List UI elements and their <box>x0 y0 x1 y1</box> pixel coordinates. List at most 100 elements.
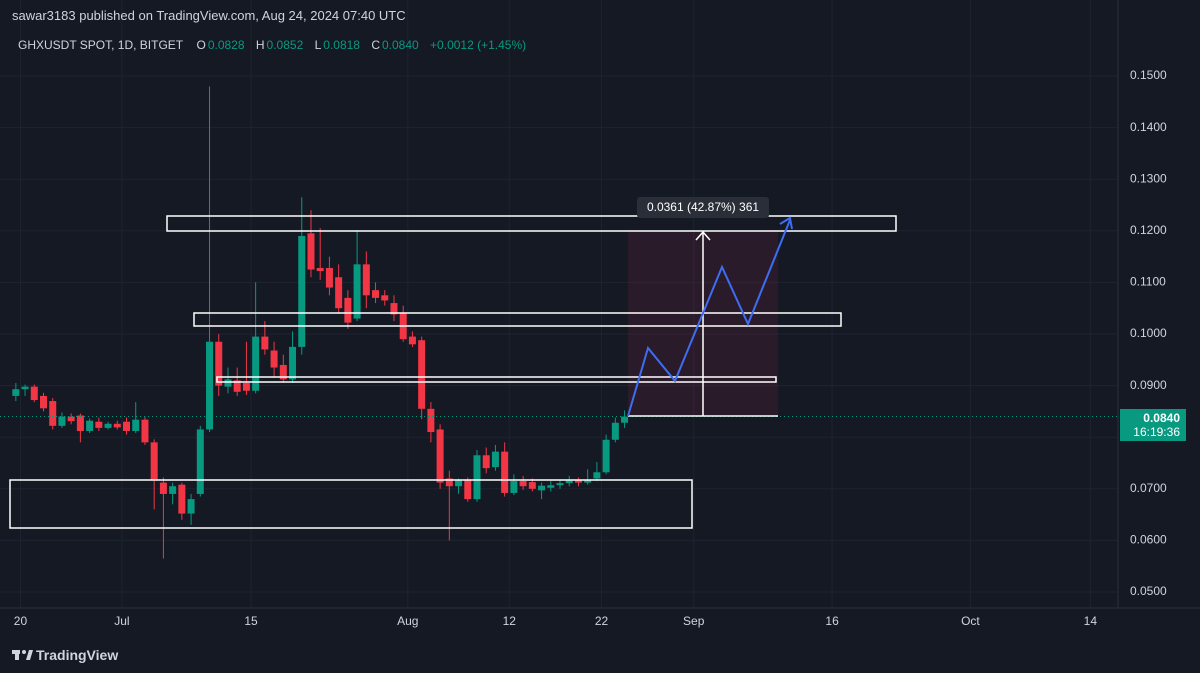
candle-body <box>86 420 94 432</box>
price-label: 0.0840 16:19:36 <box>1120 409 1186 441</box>
candle-body <box>21 386 29 390</box>
candle-body <box>362 264 370 296</box>
candle-body <box>611 422 619 440</box>
candle-body <box>104 423 112 428</box>
candle-body <box>113 423 121 428</box>
zone <box>9 479 693 529</box>
tv-logo <box>12 650 33 660</box>
candle-body <box>621 416 629 423</box>
projection-path <box>627 219 791 417</box>
symbol: GHXUSDT SPOT, 1D, BITGET <box>18 38 184 52</box>
candle-body <box>593 472 601 479</box>
candle-body <box>418 340 426 409</box>
candle-body <box>298 235 306 347</box>
y-tick-label: 0.0600 <box>1130 533 1167 547</box>
measure-label-box <box>637 197 769 218</box>
candle-body <box>528 482 536 489</box>
ohlc-legend: GHXUSDT SPOT, 1D, BITGET O 0.0828 H 0.0852… <box>18 38 534 52</box>
y-tick-label: 0.1000 <box>1130 326 1167 340</box>
y-tick-label: 0.0700 <box>1130 481 1167 495</box>
candle-body <box>196 429 204 494</box>
candle-body <box>316 267 324 272</box>
measure-arrowhead <box>695 230 711 241</box>
legend-key: O <box>196 38 206 52</box>
candle-body <box>270 350 278 368</box>
legend-key: C <box>371 38 380 52</box>
candle-body <box>538 485 546 491</box>
change: +0.0012 (+1.45%) <box>430 38 527 52</box>
candle-body <box>242 383 250 391</box>
candle-body <box>49 401 57 426</box>
candle-body <box>510 481 518 493</box>
x-tick-label: Jul <box>114 614 129 628</box>
candles <box>0 86 1118 559</box>
candle-body <box>169 486 177 494</box>
zone <box>166 215 897 232</box>
candle-body <box>58 416 66 426</box>
candle-body <box>150 442 158 480</box>
candle-body <box>455 480 463 487</box>
candle-body <box>381 295 389 301</box>
x-tick-label: Sep <box>683 614 705 628</box>
candle-body <box>67 416 75 422</box>
x-tick-label: 12 <box>503 614 517 628</box>
candle-body <box>436 429 444 483</box>
x-tick-label: 22 <box>595 614 609 628</box>
x-tick-label: 20 <box>14 614 28 628</box>
x-tick-label: 15 <box>244 614 258 628</box>
candle-body <box>224 379 232 387</box>
candle-body <box>491 451 499 468</box>
candle-body <box>12 389 20 396</box>
candle-body <box>427 408 435 433</box>
candle-body <box>40 395 48 409</box>
countdown: 16:19:36 <box>1133 425 1180 439</box>
candle-body <box>178 484 186 514</box>
x-tick-label: 16 <box>825 614 839 628</box>
candle-body <box>206 341 214 430</box>
legend-value: 0.0818 <box>323 38 360 52</box>
measure-label: 0.0361 (42.87%) 361 <box>647 200 759 214</box>
candle-body <box>233 380 241 392</box>
candle-body <box>95 421 103 428</box>
legend-key: H <box>255 38 265 52</box>
y-tick-label: 0.1300 <box>1130 171 1167 185</box>
candle-body <box>335 277 343 309</box>
x-tick-label: Oct <box>961 614 980 628</box>
legend-key: L <box>314 38 322 52</box>
candle-body <box>30 386 38 401</box>
candle-body <box>252 336 260 391</box>
candle-body <box>464 480 472 500</box>
axes: 0.05000.06000.07000.08000.09000.10000.11… <box>14 68 1167 628</box>
x-tick-label: Aug <box>397 614 418 628</box>
candle-body <box>547 485 555 488</box>
legend-value: 0.0852 <box>266 38 304 52</box>
candle-body <box>141 419 149 443</box>
candle-body <box>574 480 582 483</box>
candle-body <box>76 415 84 432</box>
zone <box>216 376 777 383</box>
candle-body <box>279 364 287 380</box>
candle-body <box>307 233 315 270</box>
candle-body <box>584 479 592 483</box>
x-tick-label: 14 <box>1084 614 1098 628</box>
publisher: sawar3183 published on TradingView.com, … <box>12 8 406 23</box>
candle-body <box>187 499 195 514</box>
zone <box>193 312 842 327</box>
legend-value: 0.0840 <box>382 38 419 52</box>
candle-body <box>602 439 610 473</box>
y-tick-label: 0.1500 <box>1130 68 1167 82</box>
y-tick-label: 0.1200 <box>1130 223 1167 237</box>
candle-body <box>261 336 269 350</box>
y-tick-label: 0.0900 <box>1130 378 1167 392</box>
legend-value: 0.0828 <box>207 38 245 52</box>
candle-body <box>372 290 380 298</box>
candle-body <box>159 482 167 494</box>
y-tick-label: 0.1100 <box>1130 275 1166 289</box>
candle-body <box>215 341 223 386</box>
y-tick-label: 0.0500 <box>1130 584 1167 598</box>
candle-body <box>445 478 453 487</box>
grid <box>0 0 1118 608</box>
candle-body <box>565 480 573 484</box>
candle-body <box>325 267 333 288</box>
